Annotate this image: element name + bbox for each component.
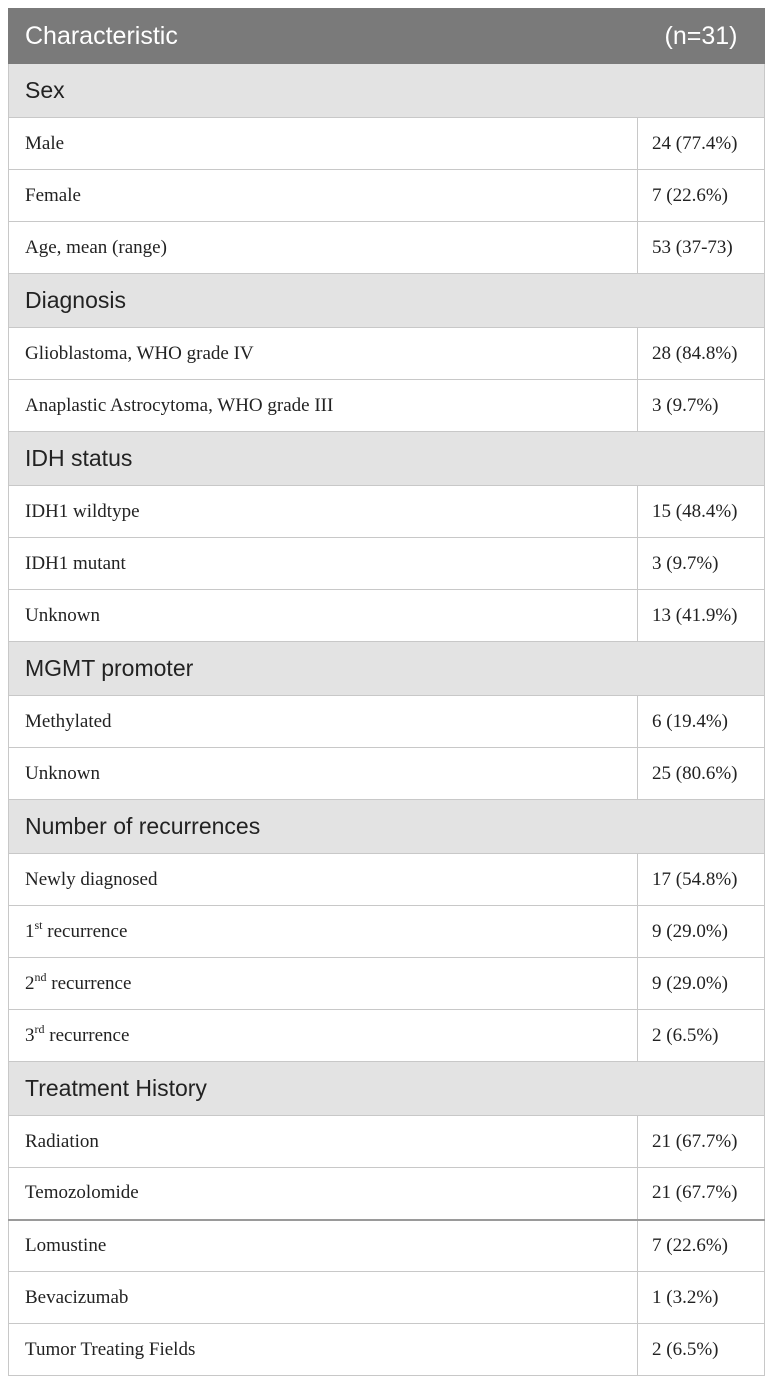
table-row: Glioblastoma, WHO grade IV 28 (84.8%) <box>8 327 765 380</box>
table-row: IDH1 wildtype 15 (48.4%) <box>8 485 765 538</box>
row-value: 21 (67.7%) <box>637 1115 765 1168</box>
table-row: Bevacizumab 1 (3.2%) <box>8 1271 765 1324</box>
row-label: Newly diagnosed <box>8 853 638 906</box>
table-row: 2nd recurrence 9 (29.0%) <box>8 957 765 1010</box>
row-value: 28 (84.8%) <box>637 327 765 380</box>
table-row: 1st recurrence 9 (29.0%) <box>8 905 765 958</box>
ordinal-suffix: st <box>34 917 43 932</box>
row-label: 1st recurrence <box>8 905 638 958</box>
row-label: Female <box>8 169 638 222</box>
row-label: 3rd recurrence <box>8 1009 638 1062</box>
table-row: Temozolomide 21 (67.7%) <box>8 1167 765 1220</box>
section-title: Sex <box>8 63 765 118</box>
ordinal-number: 3 <box>25 1024 35 1046</box>
characteristics-table: Characteristic (n=31) Sex Male 24 (77.4%… <box>8 8 765 1376</box>
row-value: 21 (67.7%) <box>637 1167 765 1220</box>
header-n: (n=31) <box>637 8 765 64</box>
section-idh-status: IDH status <box>8 431 765 486</box>
table-row: Methylated 6 (19.4%) <box>8 695 765 748</box>
row-label: Radiation <box>8 1115 638 1168</box>
row-label: 2nd recurrence <box>8 957 638 1010</box>
header-row: Characteristic (n=31) <box>8 8 765 64</box>
row-label: IDH1 wildtype <box>8 485 638 538</box>
ordinal-suffix: nd <box>34 969 47 984</box>
section-title: MGMT promoter <box>8 641 765 696</box>
ordinal-number: 2 <box>25 972 35 994</box>
row-label: Bevacizumab <box>8 1271 638 1324</box>
row-value: 9 (29.0%) <box>637 957 765 1010</box>
table-row: Female 7 (22.6%) <box>8 169 765 222</box>
row-value: 9 (29.0%) <box>637 905 765 958</box>
row-label: Tumor Treating Fields <box>8 1323 638 1376</box>
table-row: IDH1 mutant 3 (9.7%) <box>8 537 765 590</box>
table-row: Unknown 13 (41.9%) <box>8 589 765 642</box>
row-value: 25 (80.6%) <box>637 747 765 800</box>
row-value: 7 (22.6%) <box>637 169 765 222</box>
row-value: 24 (77.4%) <box>637 117 765 170</box>
section-number-of-recurrences: Number of recurrences <box>8 799 765 854</box>
row-value: 6 (19.4%) <box>637 695 765 748</box>
header-characteristic: Characteristic <box>8 8 638 64</box>
section-sex: Sex <box>8 63 765 118</box>
table-row: Age, mean (range) 53 (37-73) <box>8 221 765 274</box>
row-value: 53 (37-73) <box>637 221 765 274</box>
table-row: 3rd recurrence 2 (6.5%) <box>8 1009 765 1062</box>
table-row: Lomustine 7 (22.6%) <box>8 1218 765 1272</box>
row-value: 2 (6.5%) <box>637 1323 765 1376</box>
section-title: IDH status <box>8 431 765 486</box>
row-label: Anaplastic Astrocytoma, WHO grade III <box>8 379 638 432</box>
section-title: Diagnosis <box>8 273 765 328</box>
ordinal-text: recurrence <box>42 920 128 942</box>
row-value: 3 (9.7%) <box>637 537 765 590</box>
row-label: IDH1 mutant <box>8 537 638 590</box>
section-title: Number of recurrences <box>8 799 765 854</box>
row-value: 7 (22.6%) <box>637 1218 765 1272</box>
section-diagnosis: Diagnosis <box>8 273 765 328</box>
row-value: 13 (41.9%) <box>637 589 765 642</box>
row-value: 3 (9.7%) <box>637 379 765 432</box>
row-label: Unknown <box>8 747 638 800</box>
row-value: 15 (48.4%) <box>637 485 765 538</box>
row-label: Unknown <box>8 589 638 642</box>
row-label: Glioblastoma, WHO grade IV <box>8 327 638 380</box>
table-row: Tumor Treating Fields 2 (6.5%) <box>8 1323 765 1376</box>
section-title: Treatment History <box>8 1061 765 1116</box>
row-label: Methylated <box>8 695 638 748</box>
row-value: 1 (3.2%) <box>637 1271 765 1324</box>
row-value: 2 (6.5%) <box>637 1009 765 1062</box>
ordinal-suffix: rd <box>34 1021 45 1036</box>
table-row: Unknown 25 (80.6%) <box>8 747 765 800</box>
ordinal-text: recurrence <box>44 1024 130 1046</box>
row-label: Lomustine <box>8 1218 638 1272</box>
table-row: Radiation 21 (67.7%) <box>8 1115 765 1168</box>
section-treatment-history: Treatment History <box>8 1061 765 1116</box>
row-value: 17 (54.8%) <box>637 853 765 906</box>
row-label: Age, mean (range) <box>8 221 638 274</box>
table-row: Newly diagnosed 17 (54.8%) <box>8 853 765 906</box>
ordinal-number: 1 <box>25 920 35 942</box>
ordinal-text: recurrence <box>46 972 132 994</box>
table-row: Anaplastic Astrocytoma, WHO grade III 3 … <box>8 379 765 432</box>
table-row: Male 24 (77.4%) <box>8 117 765 170</box>
row-label: Temozolomide <box>8 1167 638 1220</box>
row-label: Male <box>8 117 638 170</box>
section-mgmt-promoter: MGMT promoter <box>8 641 765 696</box>
